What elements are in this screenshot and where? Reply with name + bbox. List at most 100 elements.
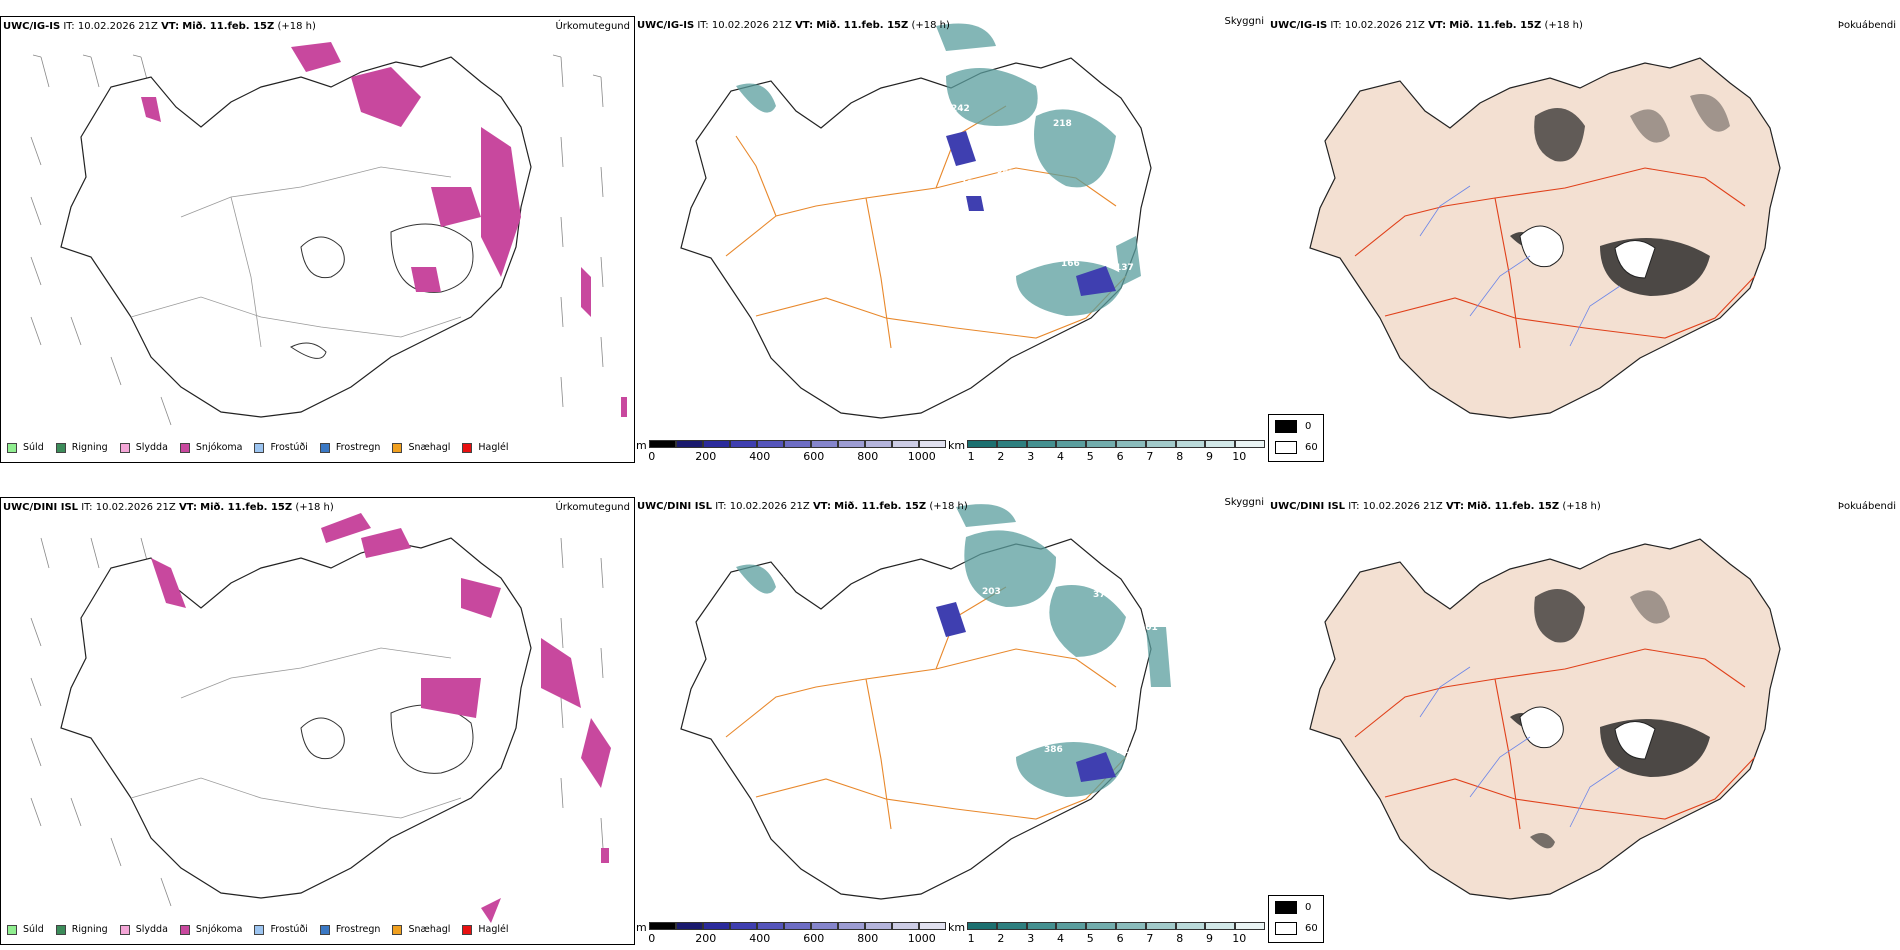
colorbar-segment bbox=[1235, 922, 1266, 930]
colorbar-segment bbox=[648, 440, 676, 448]
visibility-label: 663 bbox=[1183, 166, 1202, 176]
colorbar-tick-label: 2 bbox=[997, 450, 1005, 463]
colorbar-segment bbox=[783, 440, 811, 448]
colorbar-segment bbox=[891, 922, 919, 930]
legend-item-hail: Haglél bbox=[462, 924, 509, 935]
colorbar-segment bbox=[1145, 922, 1176, 930]
legend-item-snow-pellets: Snæhagl bbox=[392, 924, 450, 935]
roads bbox=[725, 105, 1127, 349]
colorbar-tick-label: 600 bbox=[803, 450, 825, 463]
visibility-label: 372 bbox=[1093, 590, 1112, 600]
colorbar-segment bbox=[1086, 922, 1117, 930]
precip-type-panel-row1: UWC/IG-IS IT: 10.02.2026 21Z VT: Mið. 11… bbox=[0, 16, 635, 463]
iceland-coast bbox=[60, 537, 532, 899]
visibility-label: 181 bbox=[961, 179, 980, 189]
iceland-coast bbox=[680, 538, 1152, 900]
colorbar-unit: km bbox=[948, 921, 966, 934]
visibility-label: 218 bbox=[1053, 119, 1072, 129]
colorbar-tick-label: 400 bbox=[749, 450, 771, 463]
colorbar-segment bbox=[1086, 440, 1117, 448]
fog-legend: 0 60 bbox=[1268, 895, 1324, 943]
visibility-label: 306 bbox=[911, 114, 930, 124]
fog-legend: 0 60 bbox=[1268, 414, 1324, 462]
visibility-label: 275 bbox=[1169, 199, 1188, 209]
panel-title: UWC/DINI ISL IT: 10.02.2026 21Z VT: Mið.… bbox=[3, 502, 334, 513]
colorbar-unit: m bbox=[636, 439, 647, 452]
colorbar-segment bbox=[891, 440, 919, 448]
roads bbox=[725, 586, 1127, 830]
visibility-km-areas bbox=[736, 504, 1171, 797]
visibility-label: 298 bbox=[1129, 638, 1148, 648]
legend-swatch bbox=[119, 924, 130, 935]
colorbar-tick-label: 600 bbox=[803, 932, 825, 945]
fog-panel-row1: UWC/IG-IS IT: 10.02.2026 21Z VT: Mið. 11… bbox=[1270, 16, 1900, 463]
colorbar-segment bbox=[1056, 922, 1087, 930]
glaciers bbox=[1519, 706, 1656, 760]
legend-swatch bbox=[119, 442, 130, 453]
colorbar-tick-label: 4 bbox=[1056, 450, 1064, 463]
variable-name: Skyggni bbox=[1224, 497, 1264, 508]
visibility-label: 211 bbox=[1033, 685, 1052, 695]
legend-item-rain: Rigning bbox=[55, 442, 108, 453]
legend-swatch bbox=[7, 442, 17, 453]
colorbar-tick-label: 1000 bbox=[907, 932, 936, 945]
visibility-map: 306 242 218 352 304 663 355 333 275 181 … bbox=[680, 23, 1210, 419]
colorbar-tick-label: 8 bbox=[1176, 450, 1184, 463]
visibility-label: 304 bbox=[1063, 662, 1082, 672]
legend-item-freezing-rain: Frostregn bbox=[319, 924, 380, 935]
legend-item-drizzle: Súld bbox=[7, 924, 44, 935]
colorbar-segment bbox=[810, 440, 838, 448]
colorbar-segment bbox=[918, 922, 946, 930]
wind-barbs bbox=[30, 54, 604, 426]
precip-type-map bbox=[30, 513, 611, 923]
colorbar-segment bbox=[729, 922, 757, 930]
legend-item-freezing-rain: Frostregn bbox=[319, 442, 380, 453]
colorbar-segment bbox=[783, 922, 811, 930]
legend-item-snow: Snjókoma bbox=[179, 442, 242, 453]
visibility-panel-row2: 37 203 372 301 298 284 252 304 187 620 2… bbox=[636, 497, 1270, 945]
fog-legend-value: 60 bbox=[1305, 923, 1318, 934]
colorbar-segment bbox=[702, 440, 730, 448]
colorbar-tick-label: 400 bbox=[749, 932, 771, 945]
colorbar-tick-label: 3 bbox=[1027, 450, 1035, 463]
variable-name: Úrkomutegund bbox=[555, 502, 630, 513]
colorbar-segment bbox=[864, 922, 892, 930]
visibility-label: 28 bbox=[1139, 251, 1152, 261]
colorbar-tick-label: 10 bbox=[1232, 450, 1247, 463]
colorbar-unit: m bbox=[636, 921, 647, 934]
panel-title: UWC/IG-IS IT: 10.02.2026 21Z VT: Mið. 11… bbox=[637, 20, 950, 31]
visibility-km-areas bbox=[736, 23, 1141, 316]
legend-item-snow-pellets: Snæhagl bbox=[392, 442, 450, 453]
iceland-coast bbox=[680, 57, 1152, 419]
visibility-label: 127 bbox=[1034, 221, 1053, 231]
colorbar-tick-label: 9 bbox=[1205, 932, 1213, 945]
roads bbox=[130, 647, 462, 819]
fog-legend-value: 0 bbox=[1305, 902, 1312, 913]
legend-swatch bbox=[55, 924, 66, 935]
legend-swatch bbox=[462, 442, 473, 453]
colorbar-segment bbox=[996, 922, 1027, 930]
snowfall-areas bbox=[151, 513, 611, 923]
colorbar-segment bbox=[1205, 922, 1236, 930]
colorbar-segment bbox=[1116, 440, 1146, 448]
colorbar-tick-label: 10 bbox=[1232, 932, 1247, 945]
rivers bbox=[1419, 185, 1621, 347]
precip-type-map bbox=[30, 42, 627, 426]
colorbar-segment bbox=[1205, 440, 1236, 448]
iceland-coast bbox=[60, 56, 532, 418]
fog-map bbox=[1309, 57, 1781, 419]
colorbar-segment bbox=[729, 440, 757, 448]
colorbar-tick-label: 3 bbox=[1027, 932, 1035, 945]
colorbar-tick-label: 5 bbox=[1086, 450, 1094, 463]
visibility-label: 352 bbox=[996, 132, 1015, 142]
colorbar-segment bbox=[675, 440, 703, 448]
visibility-m-areas bbox=[946, 131, 1116, 296]
legend-swatch bbox=[7, 924, 17, 935]
colorbar-segment bbox=[702, 922, 730, 930]
fog-map bbox=[1309, 538, 1781, 900]
precip-legend: Súld Rigning Slydda Snjókoma Frostúði Fr… bbox=[7, 924, 521, 935]
colorbar-segment bbox=[675, 922, 703, 930]
colorbar-tick-label: 200 bbox=[695, 450, 717, 463]
colorbar-tick-label: 1 bbox=[967, 450, 975, 463]
legend-item-sleet: Slydda bbox=[119, 924, 168, 935]
